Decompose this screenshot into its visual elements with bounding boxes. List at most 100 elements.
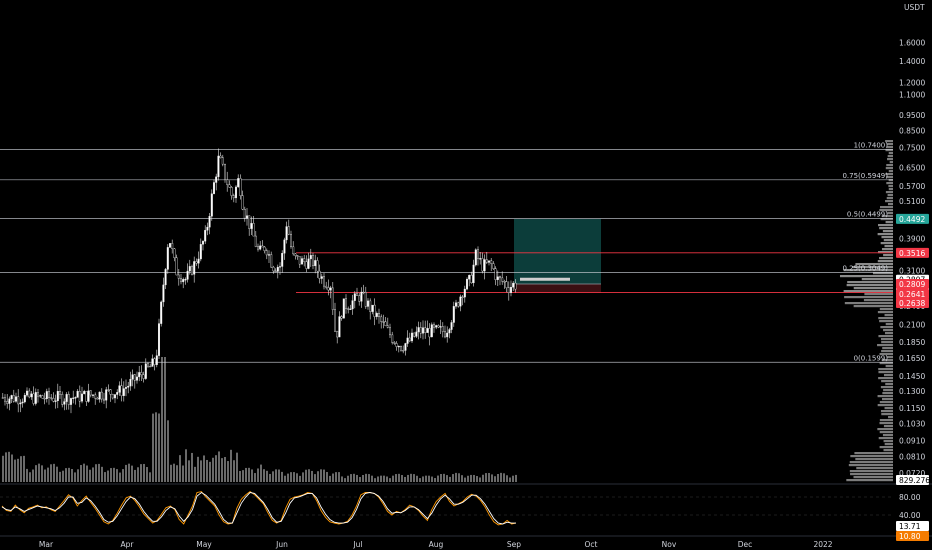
- volume-bar: [116, 469, 118, 482]
- candle-body: [157, 323, 160, 356]
- candle-body: [140, 372, 143, 376]
- candle-body: [505, 281, 508, 288]
- volume-bar: [428, 475, 430, 482]
- volume-bar: [314, 474, 316, 482]
- volume-profile-bar: [849, 470, 893, 473]
- volume-bar: [356, 474, 358, 482]
- volume-bar: [74, 472, 76, 482]
- volume-bar: [227, 461, 229, 482]
- pane-separator[interactable]: [0, 483, 932, 537]
- candle-body: [107, 389, 110, 391]
- volume-bar: [401, 475, 403, 482]
- volume-bar: [98, 463, 100, 482]
- time-tick-label: 2022: [813, 540, 832, 549]
- volume-profile-bar: [878, 377, 893, 380]
- candle-body: [89, 390, 92, 396]
- candle-body: [393, 342, 396, 344]
- volume-bar: [455, 472, 457, 482]
- candle-body: [124, 387, 127, 389]
- candle-body: [39, 395, 42, 397]
- time-tick-label: Aug: [429, 540, 444, 549]
- candle-body: [232, 195, 235, 199]
- volume-bar: [362, 475, 364, 482]
- volume-profile-bar: [855, 263, 893, 266]
- volume-bar: [122, 469, 124, 482]
- candle-body: [276, 266, 279, 272]
- candle-body: [395, 343, 398, 347]
- candle-body: [380, 316, 383, 322]
- volume-profile-bar: [886, 176, 893, 179]
- volume-profile-bar: [881, 248, 893, 251]
- volume-bar: [425, 475, 427, 482]
- candle-body: [433, 324, 436, 328]
- long-position-box[interactable]: [514, 218, 601, 293]
- time-axis[interactable]: Mar Apr May Jun Jul Aug Sep Oct Nov Dec 2022: [39, 540, 833, 549]
- candle-body: [179, 278, 182, 283]
- candle-body: [422, 327, 425, 334]
- candle-body: [118, 385, 121, 393]
- osc-tick-label: 40.00: [899, 511, 921, 520]
- volume-profile-bar: [879, 320, 893, 323]
- candle-body: [30, 393, 33, 398]
- candle-body: [492, 263, 495, 269]
- volume-bar: [326, 472, 328, 482]
- price-tick-label: 0.9500: [899, 111, 925, 120]
- candle-body: [94, 394, 97, 399]
- volume-profile-bar: [877, 404, 893, 407]
- volume-profile-bar: [877, 428, 893, 431]
- candle-body: [32, 393, 35, 404]
- volume-profile-bar: [879, 401, 893, 404]
- candle-body: [360, 291, 363, 302]
- candle-body: [190, 266, 193, 275]
- candle-body: [342, 298, 345, 319]
- volume-bar: [44, 469, 46, 482]
- candle-body: [312, 255, 315, 267]
- volume-bar: [254, 473, 256, 482]
- volume-bar: [59, 471, 61, 482]
- candle-body: [452, 306, 455, 323]
- candle-body: [507, 287, 510, 293]
- candle-body: [109, 389, 112, 395]
- currency-label: USDT: [904, 3, 925, 12]
- volume-bar: [179, 455, 181, 482]
- volume-profile-bar: [883, 440, 893, 443]
- fibonacci-retracement[interactable]: 1(0.7400) 0.75(0.5949) 0.5(0.4499) 0.25(0.3…: [0, 142, 893, 363]
- volume-bar: [119, 472, 121, 482]
- volume-profile-bar: [879, 209, 893, 212]
- candle-body: [285, 226, 288, 241]
- candle-body: [8, 398, 11, 404]
- price-badge-text: 0.2809: [899, 280, 925, 289]
- volume-bar: [269, 473, 271, 482]
- price-tick-label: 0.0720: [899, 469, 925, 478]
- price-badge-text: 0.2638: [899, 299, 925, 308]
- horizontal-lines[interactable]: [296, 252, 893, 294]
- candle-body: [162, 284, 165, 303]
- candle-body: [488, 260, 491, 263]
- candle-body: [485, 259, 488, 263]
- candle-body: [331, 287, 334, 310]
- volume-bar: [185, 449, 187, 482]
- price-tick-label: 0.1450: [899, 372, 925, 381]
- candle-body: [250, 223, 253, 229]
- volume-profile-bar: [879, 362, 893, 365]
- volume-bar: [212, 457, 214, 482]
- volume-bar: [290, 472, 292, 482]
- candle-body: [83, 391, 86, 395]
- price-axis[interactable]: 1.6000 1.4000 1.2000 1.1000 0.9500 0.8500 0.75…: [899, 38, 925, 478]
- volume-profile-bar: [877, 395, 893, 398]
- volume-bar: [32, 469, 34, 482]
- candle-body: [34, 392, 37, 404]
- candle-body: [402, 350, 405, 352]
- candle-body: [80, 393, 83, 402]
- candle-body: [10, 395, 13, 400]
- volume-bar: [221, 458, 223, 482]
- volume-bar: [467, 475, 469, 482]
- fib-level-label: 0.25(0.3049): [842, 265, 888, 273]
- volume-bar: [434, 478, 436, 482]
- volume-bar: [47, 467, 49, 482]
- candle-body: [362, 291, 365, 294]
- candle-body: [28, 390, 31, 398]
- volume-profile-bar: [843, 290, 893, 293]
- volume-bar: [473, 474, 475, 482]
